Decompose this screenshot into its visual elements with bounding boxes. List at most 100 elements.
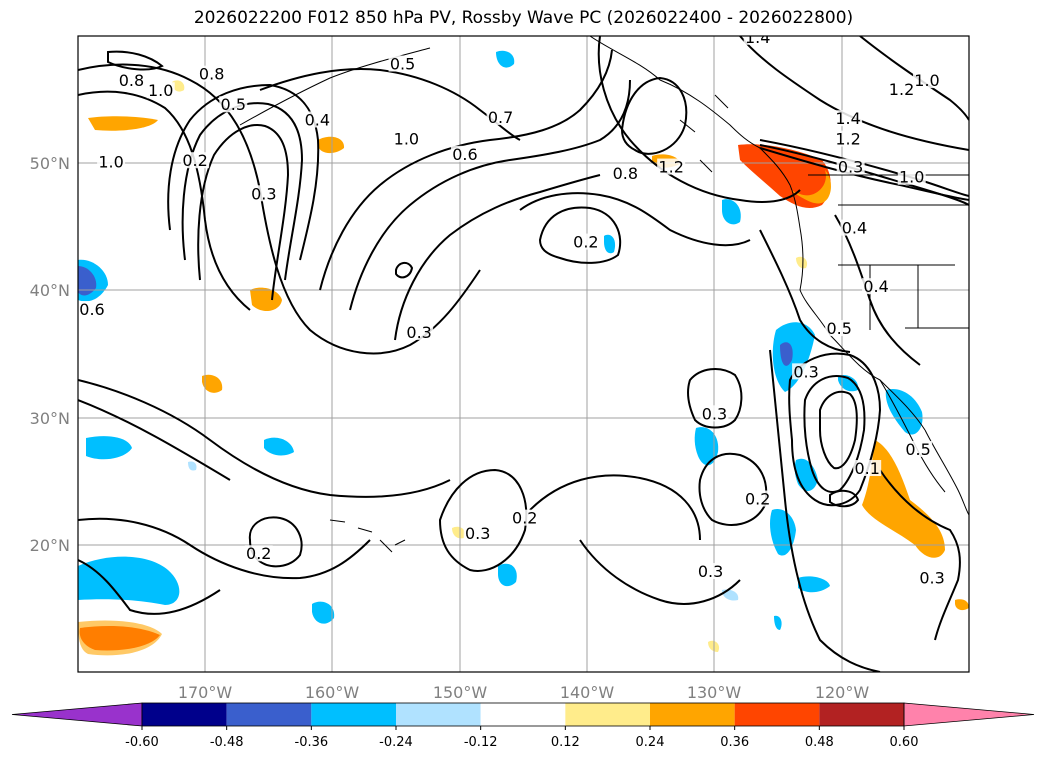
lat-tick-40n: 40°N [30, 281, 70, 300]
fill-negative-small-11 [774, 615, 782, 630]
contour-label-20: 1.0 [899, 168, 924, 187]
contour-line-13 [620, 76, 688, 155]
contour-label-bg-15 [834, 110, 863, 127]
contour-label-25: 0.3 [406, 323, 431, 342]
colorbar-tick-label-3: -0.24 [379, 735, 413, 750]
colorbar-tick-label-5: 0.12 [551, 735, 580, 750]
pv-contours [78, 36, 969, 672]
contour-label-bg-0 [117, 72, 146, 89]
contour-label-16: 1.2 [835, 130, 860, 149]
contour-label-bg-34 [244, 545, 273, 562]
contour-label-bg-33 [463, 524, 492, 541]
contour-label-bg-25 [405, 323, 434, 340]
colorbar-tick-label-9: 0.60 [890, 735, 919, 750]
coast-hawaii [329, 519, 406, 553]
colorbar-tick-label-6: 0.24 [636, 735, 665, 750]
contour-label-21: 0.4 [842, 219, 867, 238]
contour-label-group: 0.81.00.80.50.51.0 0.20.40.31.00.60.71.41… [78, 36, 947, 587]
contour-label-29: 0.1 [854, 459, 879, 478]
fill-negative-central [694, 427, 719, 466]
contour-label-bg-12 [743, 36, 772, 45]
contour-label-bg-6 [181, 152, 210, 169]
contour-line-20 [78, 399, 231, 481]
coast-alaska [589, 36, 761, 149]
pv-anomaly-fills [78, 50, 969, 656]
colorbar-segment-4 [480, 703, 566, 726]
colorbar: -0.60 -0.48 -0.36 -0.24 -0.12 0.12 0.24 0.36 0.4… [11, 702, 1035, 750]
contour-label-bg-10 [450, 145, 479, 162]
contour-line-27 [686, 368, 743, 429]
contour-label-3: 0.5 [221, 95, 246, 114]
coast-bc-washington [759, 147, 801, 229]
contour-line-1 [78, 63, 481, 355]
contour-line-5 [197, 124, 290, 301]
contour-label-bg-9 [392, 130, 421, 147]
colorbar-segment-7 [734, 703, 820, 726]
colorbar-extend-low [11, 702, 143, 727]
fill-negative-small-10 [188, 461, 197, 471]
contour-label-0: 0.8 [119, 71, 144, 90]
fill-positive-small-1 [202, 374, 223, 393]
contour-label-bg-22 [862, 278, 891, 295]
lon-tick-130w: 130°W [687, 683, 742, 702]
colorbar-tick-labels: -0.60 -0.48 -0.36 -0.24 -0.12 0.12 0.24 0.36 0.4… [125, 726, 918, 750]
lon-tick-160w: 160°W [305, 683, 360, 702]
fill-positive-gulf-alaska [250, 287, 282, 312]
fill-positive-north-strip [88, 116, 158, 131]
fill-negative-small-6 [604, 234, 616, 254]
lon-tick-170w: 170°W [178, 683, 233, 702]
contour-label-bg-31 [743, 490, 772, 507]
border-states [838, 204, 969, 330]
contour-label-9: 1.0 [394, 130, 419, 149]
fill-negative-small-2 [264, 437, 294, 456]
contour-label-11: 0.7 [488, 108, 513, 127]
contour-label-2: 0.8 [199, 65, 224, 84]
contour-label-10: 0.6 [452, 145, 477, 164]
contour-line-16 [759, 144, 969, 206]
contour-label-31: 0.2 [745, 490, 770, 509]
contour-label-24: 0.6 [79, 300, 104, 319]
fill-negative-small-1 [496, 50, 515, 68]
contour-label-bg-2 [197, 65, 226, 82]
contour-line-29 [788, 352, 882, 507]
fill-positive-small-2 [318, 136, 345, 154]
contour-line-21 [78, 517, 371, 580]
colorbar-segment-5 [565, 703, 650, 726]
contour-label-27: 0.3 [793, 362, 818, 381]
contour-label-bg-32 [510, 509, 539, 526]
contour-label-bg-30 [904, 440, 933, 457]
contour-label-8: 0.3 [251, 184, 276, 203]
contour-line-7 [319, 49, 613, 291]
colorbar-tick-label-4: -0.12 [464, 735, 498, 750]
contour-line-34 [879, 469, 961, 641]
fill-positive-small-5 [172, 80, 185, 92]
contour-label-bg-19 [836, 158, 865, 175]
colorbar-segment-3 [396, 703, 481, 726]
contour-line-36 [834, 214, 921, 366]
fill-positive-small-8 [796, 256, 808, 269]
fill-negative-small-3 [312, 601, 335, 624]
contour-label-bg-17 [611, 164, 640, 181]
fill-negative-small-4 [498, 563, 517, 587]
contour-label-14: 1.2 [889, 80, 914, 99]
contour-label-bg-18 [657, 158, 686, 175]
contour-label-bg-23 [571, 233, 600, 250]
contour-line-22 [78, 559, 221, 615]
fill-positive-small-6 [452, 526, 466, 539]
contour-label-34: 0.2 [246, 544, 271, 563]
colorbar-segments [11, 702, 1035, 727]
contour-line-8 [349, 79, 631, 311]
contour-line-19 [78, 379, 451, 498]
contour-label-bg-35 [696, 563, 725, 580]
colorbar-tick-label-1: -0.48 [210, 735, 244, 750]
colorbar-segment-1 [226, 703, 312, 726]
fill-negative-baja-core [780, 342, 793, 366]
contour-label-33: 0.3 [465, 524, 490, 543]
colorbar-tick-label-0: -0.60 [125, 735, 159, 750]
lat-tick-20n: 20°N [30, 536, 70, 555]
contour-label-bg-11 [486, 108, 515, 125]
contour-label-bg-24 [78, 301, 107, 318]
contour-label-6: 0.2 [182, 151, 207, 170]
latitude-tick-labels: 50°N 40°N 30°N 20°N [30, 154, 70, 555]
